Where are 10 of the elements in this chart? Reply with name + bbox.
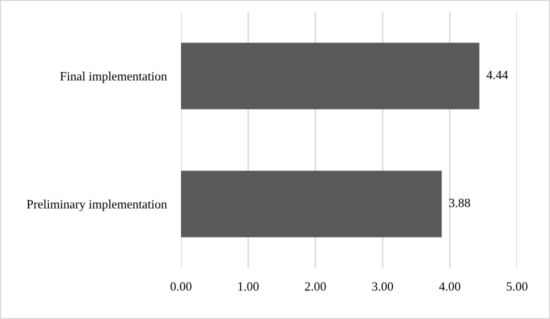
x-tick-label: 4.00 [439,282,460,291]
x-tick-label: 3.00 [372,282,394,291]
y-tick-label: Final implementation [60,72,167,83]
x-tick-label: 2.00 [305,282,326,291]
x-tick-label: 0.00 [170,282,192,291]
y-tick-label: Preliminary implementation [26,200,167,212]
data-label: 3.88 [449,198,470,208]
x-tick-label: 1.00 [238,282,259,291]
data-label: 4.44 [486,70,508,80]
x-tick-label: 5.00 [506,282,528,291]
